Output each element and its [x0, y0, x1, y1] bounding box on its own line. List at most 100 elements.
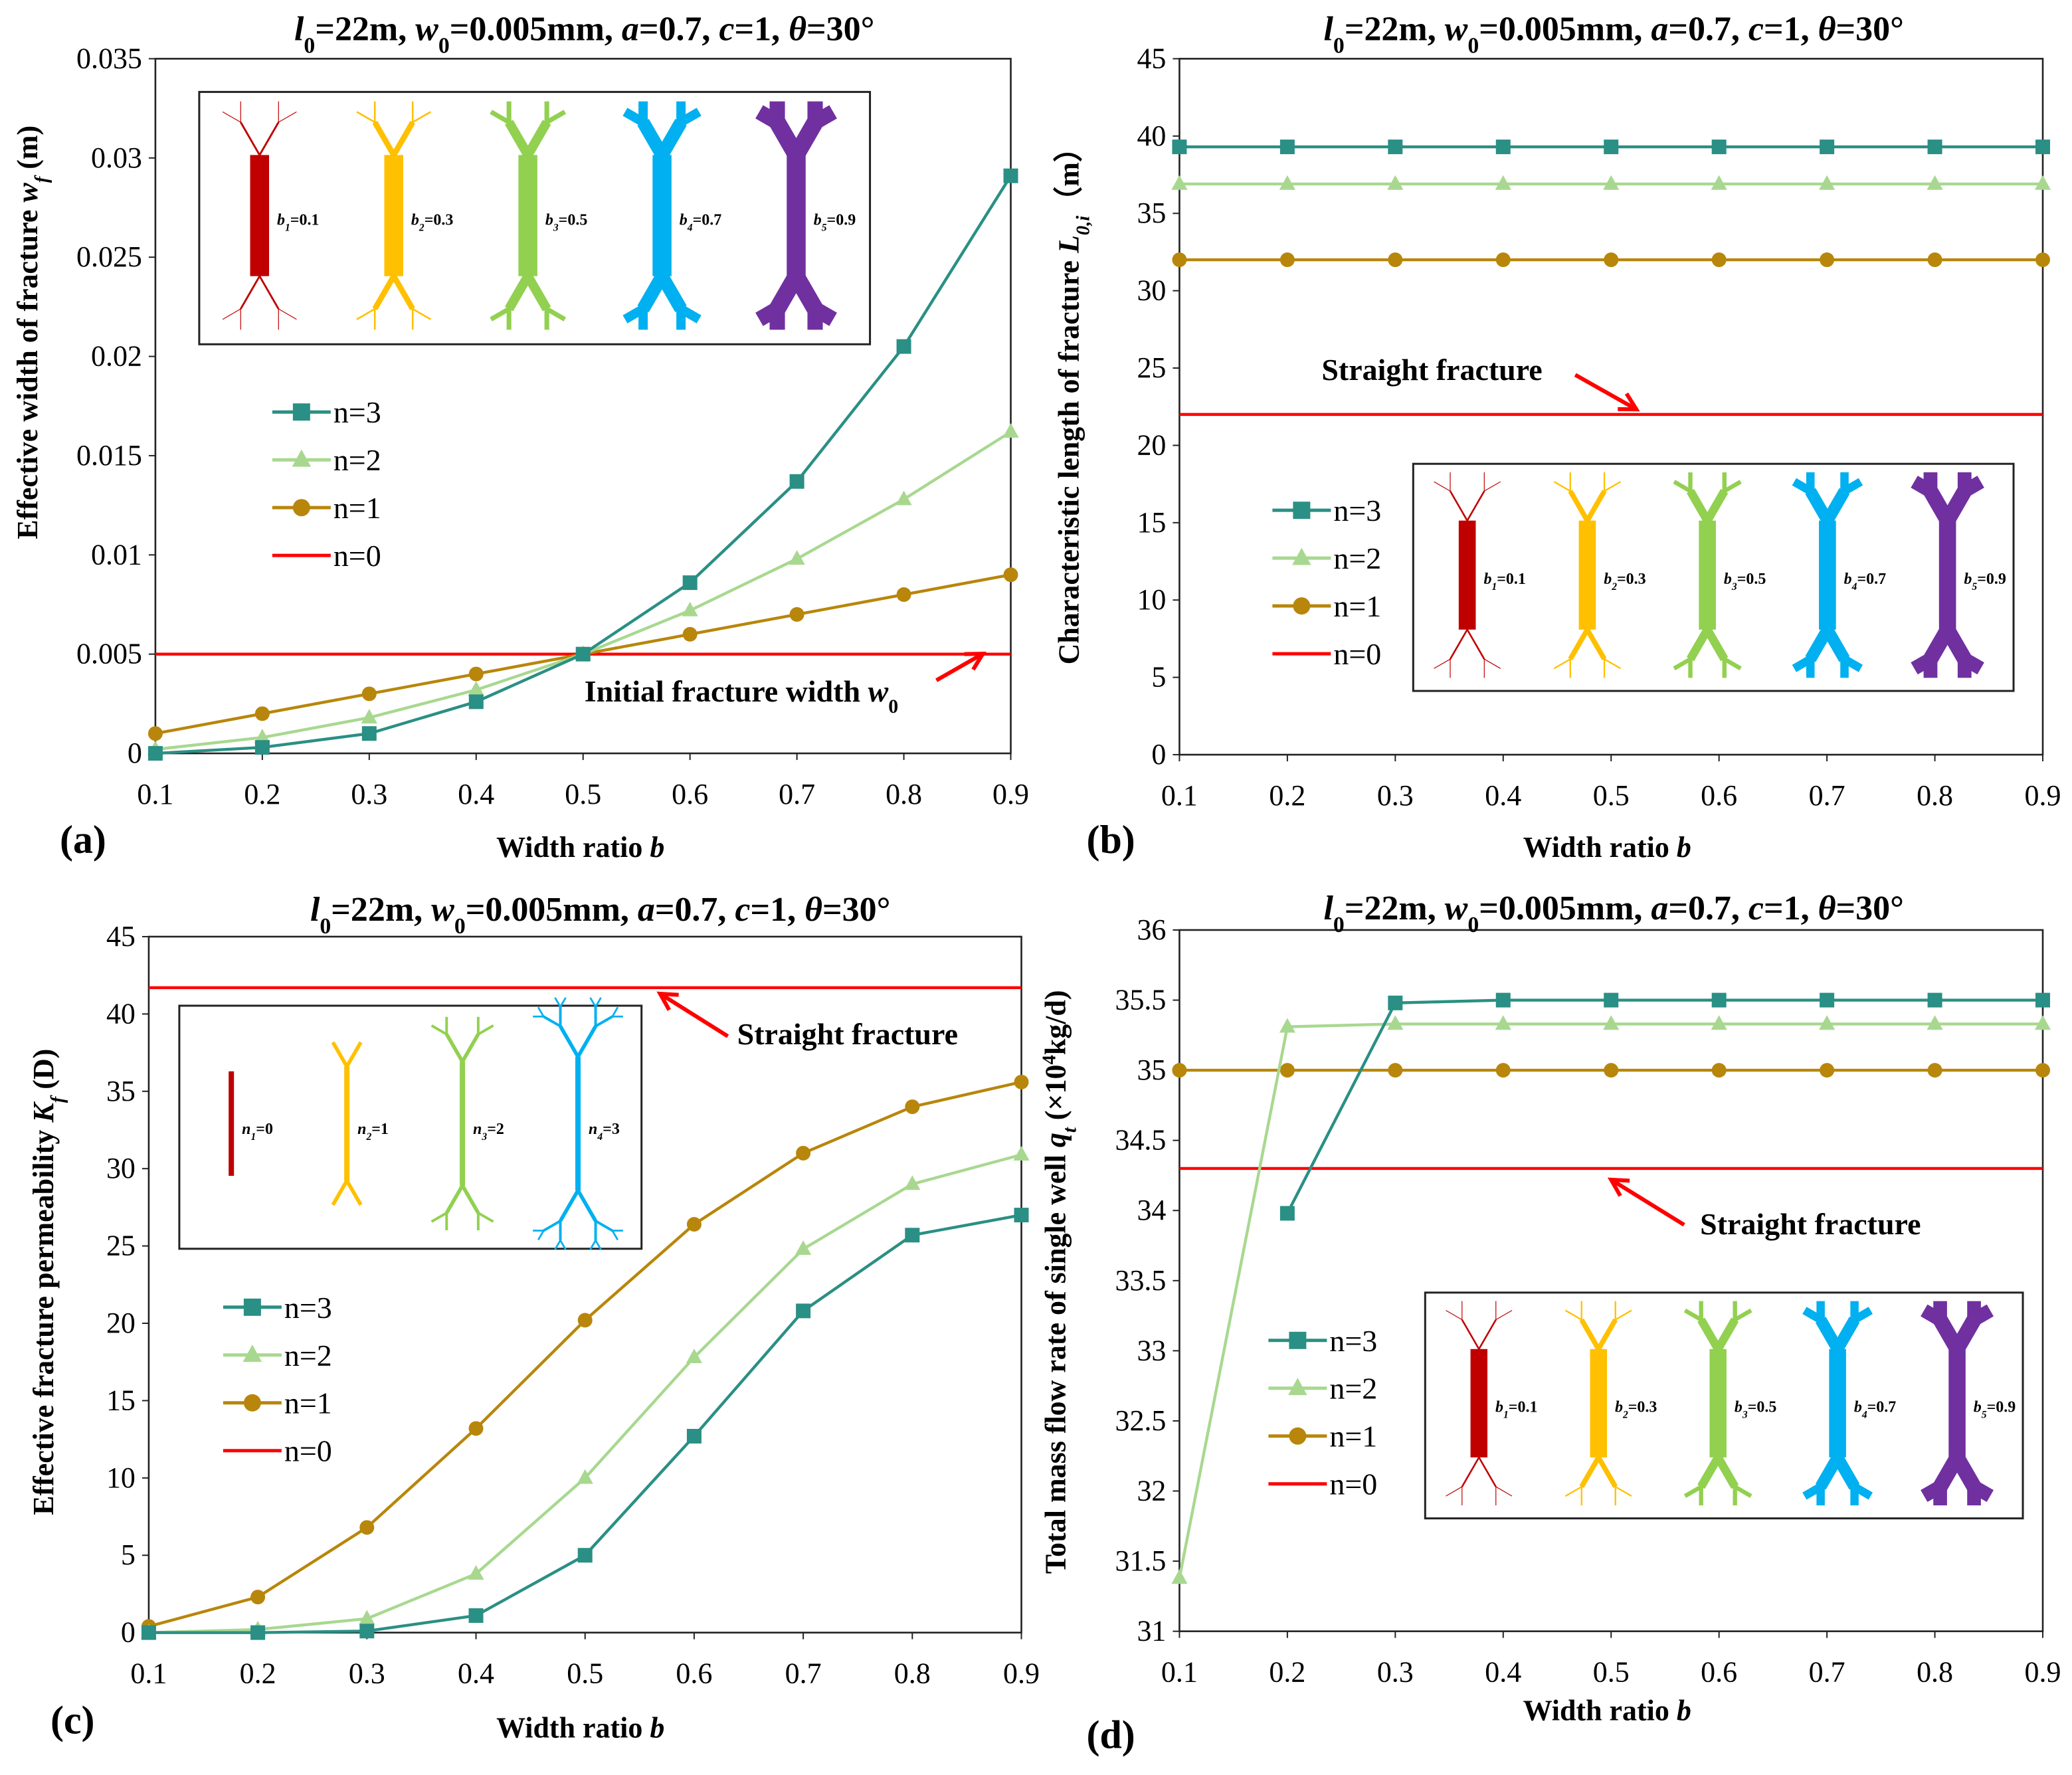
marker-triangle: [1495, 175, 1511, 190]
marker-square: [147, 746, 163, 761]
marker-square: [468, 1608, 484, 1624]
marker-circle: [361, 686, 377, 701]
x-tick-label: 0.3: [349, 1657, 385, 1690]
chart-panel-c: l0=22m, w0=0.005mm, a=0.7, c=1, θ=30° Wid…: [27, 891, 1040, 1744]
fracture-branch: [1478, 1457, 1497, 1487]
marker-circle: [1172, 1063, 1187, 1078]
fracture-stem: [250, 155, 270, 276]
marker-circle: [1289, 1427, 1307, 1445]
x-tick-label: 0.2: [244, 778, 280, 810]
marker-circle: [905, 1099, 920, 1115]
fracture-branch: [1568, 628, 1590, 661]
fracture-stem: [229, 1071, 235, 1176]
fracture-branch: [1579, 1456, 1601, 1488]
annotation-arrow: [1574, 373, 1638, 411]
fracture-branch: [391, 274, 415, 311]
fracture-branch: [1703, 489, 1729, 523]
fracture-branch: [1461, 1457, 1480, 1487]
x-tick-label: 0.1: [130, 1657, 167, 1690]
marker-circle: [1820, 252, 1835, 268]
marker-square: [1711, 992, 1727, 1008]
fracture-stem: [384, 155, 403, 276]
marker-square: [1820, 140, 1835, 155]
marker-square: [292, 403, 310, 421]
fracture-branch: [477, 1024, 494, 1036]
inset-glyph-label: b4=0.7: [680, 211, 721, 233]
legend-label: n=3: [1329, 1324, 1377, 1358]
legend-label: n=2: [284, 1339, 332, 1372]
marker-square: [1604, 992, 1619, 1008]
marker-circle: [682, 626, 698, 642]
marker-square: [577, 1548, 593, 1563]
inset-fracture-diagram: b1=0.1 b2=0.3 b3=0.5 b4=0.7 b5=0.9: [1424, 1291, 2024, 1520]
y-tick-label: 30: [1137, 274, 1166, 307]
fracture-branch: [1950, 1453, 1981, 1491]
inset-glyph-label: n1=0: [242, 1121, 273, 1143]
fracture-branch: [444, 1184, 464, 1214]
inset-glyph-label: n4=3: [589, 1121, 620, 1143]
marker-square: [254, 740, 270, 755]
marker-square: [789, 474, 804, 489]
marker-triangle: [577, 1469, 593, 1484]
arrow-head-icon: [656, 991, 679, 1011]
fracture-stem: [1470, 1349, 1488, 1457]
marker-circle: [1014, 1074, 1029, 1089]
fracture-branch: [1596, 1318, 1618, 1351]
fracture-branch: [1449, 629, 1468, 660]
marker-triangle: [1171, 175, 1188, 190]
annotation-label: Straight fracture: [1700, 1207, 1921, 1241]
fracture-branch: [589, 1240, 597, 1250]
fracture-stem: [652, 155, 672, 276]
marker-triangle: [1603, 175, 1620, 190]
fracture-branch: [537, 1230, 545, 1241]
fracture-branch: [589, 997, 597, 1008]
legend-entry: n=2: [1268, 1372, 1377, 1406]
fracture-branch: [356, 308, 375, 320]
x-tick-label: 0.6: [676, 1657, 712, 1690]
fracture-branch: [1852, 1483, 1873, 1500]
legend-entry: n=0: [223, 1434, 332, 1468]
x-tick-label: 0.4: [1485, 779, 1521, 812]
x-tick-label: 0.8: [1917, 1656, 1953, 1689]
series-n1: [1172, 1063, 2051, 1078]
x-tick-label: 0.7: [1809, 779, 1845, 812]
fracture-stem: [460, 1062, 466, 1186]
fracture-branch: [460, 1184, 480, 1214]
fracture-branch: [278, 111, 297, 123]
marker-square: [1927, 140, 1942, 155]
fracture-branch: [372, 274, 397, 311]
legend-label: n=3: [284, 1291, 332, 1325]
fracture-branch: [543, 1220, 561, 1232]
x-tick-label: 0.7: [1809, 1656, 1845, 1689]
marker-square: [796, 1303, 811, 1319]
y-tick-label: 5: [1151, 661, 1166, 694]
marker-triangle: [2034, 1015, 2051, 1030]
x-tick-label: 0.9: [1003, 1657, 1040, 1690]
fracture-branch: [331, 1041, 349, 1068]
marker-circle: [1711, 252, 1727, 268]
inset-glyph-label: b5=0.9: [1964, 571, 2006, 592]
y-tick-label: 20: [1137, 428, 1166, 461]
y-tick-label: 0.015: [76, 439, 142, 472]
legend-entry: n=1: [223, 1386, 332, 1420]
inset-glyph-label: b4=0.7: [1854, 1399, 1896, 1421]
y-tick-label: 0.035: [76, 42, 142, 74]
y-tick-label: 35.5: [1115, 984, 1166, 1016]
fracture-branch: [576, 1189, 597, 1222]
fracture-branch: [1697, 1455, 1722, 1489]
inset-glyph-label: b1=0.1: [1495, 1399, 1537, 1421]
marker-triangle: [254, 728, 270, 743]
y-tick-label: 34: [1137, 1194, 1166, 1226]
marker-circle: [147, 726, 163, 741]
marker-square: [575, 646, 591, 662]
x-tick-label: 0.2: [1269, 779, 1305, 812]
marker-circle: [1003, 567, 1018, 583]
x-tick-label: 0.9: [2025, 779, 2061, 812]
inset-glyph-label: b3=0.5: [1735, 1399, 1776, 1421]
y-tick-label: 0: [128, 737, 142, 769]
fracture-branch: [412, 111, 431, 124]
inset-frame: [178, 1004, 643, 1250]
fracture-branch: [1703, 627, 1729, 662]
legend-entry: n=3: [1268, 1324, 1377, 1358]
fracture-stem: [1709, 1349, 1727, 1457]
